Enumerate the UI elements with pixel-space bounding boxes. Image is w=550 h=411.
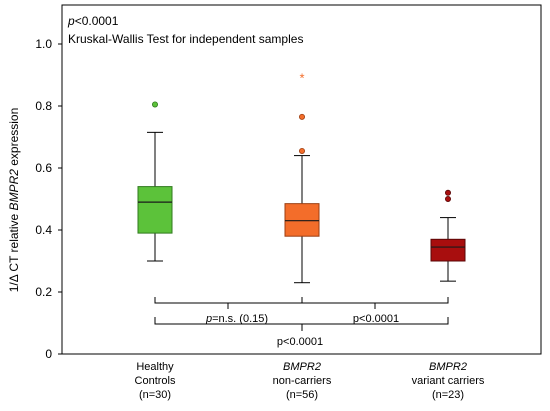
- x-label-line: BMPR2: [429, 361, 467, 373]
- box-iqr: [284, 203, 320, 237]
- x-label-line: BMPR2: [283, 361, 321, 373]
- x-label-line: non-carriers: [273, 375, 332, 387]
- outlier-point: [444, 195, 451, 202]
- x-axis-labels: Healthy Controls (n=30) BMPR2 non-carriers (n…: [135, 361, 485, 401]
- x-label-line: Controls: [135, 375, 176, 387]
- comparison-brackets: [154, 297, 449, 331]
- box-group-3: [430, 189, 466, 282]
- boxes: *: [137, 71, 466, 284]
- box-iqr: [430, 238, 466, 262]
- y-axis: 0 0.2 0.4 0.6 0.8 1.0: [35, 37, 62, 361]
- box-group-1: [137, 101, 173, 262]
- annotation-p-value: p<0.0001: [67, 14, 119, 28]
- outlier-point: [298, 113, 305, 120]
- outlier-point: [298, 147, 305, 154]
- outlier-extreme: *: [299, 71, 304, 86]
- bracket-overall: [154, 317, 449, 325]
- y-tick-label: 1.0: [35, 37, 52, 51]
- annotation-test-name: Kruskal-Wallis Test for independent samp…: [68, 32, 303, 46]
- x-label-line: (n=30): [139, 389, 171, 401]
- box-group-2: *: [284, 71, 320, 284]
- y-tick-label: 0.8: [35, 99, 52, 113]
- plot-border: [61, 4, 542, 355]
- comparison-label-1-2: p=n.s. (0.15): [205, 313, 268, 325]
- x-label-line: Healthy: [136, 361, 174, 373]
- y-axis-label: 1/Δ CT relative BMPR2 expression: [7, 108, 21, 293]
- outlier-point: [444, 189, 451, 196]
- x-label-line: (n=23): [432, 389, 464, 401]
- x-label-line: variant carriers: [412, 375, 485, 387]
- y-tick-label: 0.6: [35, 161, 52, 175]
- x-label-line: (n=56): [286, 389, 318, 401]
- comparison-label-2-3: p<0.0001: [353, 313, 399, 325]
- outlier-point: [151, 101, 158, 108]
- y-tick-label: 0: [45, 347, 52, 361]
- plot-frame: [61, 4, 542, 355]
- comparison-label-1-3: p<0.0001: [277, 336, 323, 348]
- box-iqr: [137, 186, 173, 234]
- y-tick-label: 0.2: [35, 285, 52, 299]
- y-tick-label: 0.4: [35, 223, 52, 237]
